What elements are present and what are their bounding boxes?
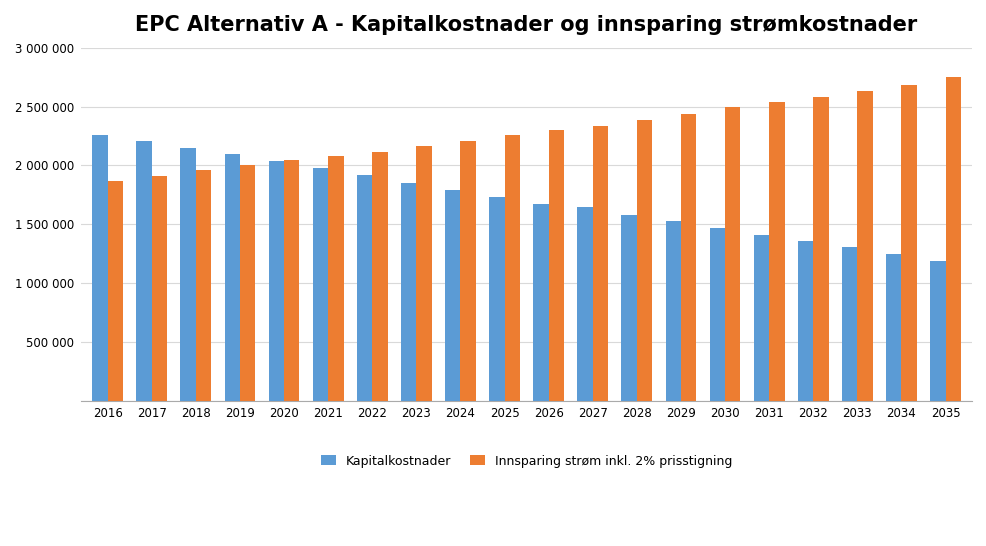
Bar: [841, 247, 857, 401]
Bar: [416, 146, 431, 401]
Legend: Kapitalkostnader, Innsparing strøm inkl. 2% prisstigning: Kapitalkostnader, Innsparing strøm inkl.…: [316, 449, 737, 473]
Bar: [753, 235, 768, 401]
Bar: [460, 141, 475, 401]
Bar: [107, 181, 123, 401]
Bar: [152, 176, 167, 401]
Bar: [797, 241, 812, 401]
Bar: [812, 97, 828, 401]
Bar: [636, 120, 652, 401]
Bar: [945, 78, 960, 401]
Bar: [400, 182, 416, 401]
Bar: [372, 152, 387, 401]
Bar: [532, 204, 548, 401]
Bar: [768, 103, 784, 401]
Bar: [929, 262, 945, 401]
Bar: [885, 254, 900, 401]
Bar: [240, 165, 255, 401]
Bar: [357, 175, 372, 401]
Bar: [548, 130, 564, 401]
Bar: [577, 207, 593, 401]
Bar: [725, 107, 740, 401]
Bar: [92, 135, 107, 401]
Bar: [284, 160, 299, 401]
Bar: [313, 168, 327, 401]
Bar: [709, 228, 725, 401]
Bar: [621, 215, 636, 401]
Bar: [268, 162, 284, 401]
Bar: [136, 141, 152, 401]
Bar: [665, 221, 680, 401]
Bar: [900, 85, 916, 401]
Bar: [224, 155, 240, 401]
Bar: [327, 156, 343, 401]
Bar: [504, 135, 520, 401]
Bar: [180, 148, 195, 401]
Bar: [195, 170, 211, 401]
Title: EPC Alternativ A - Kapitalkostnader og innsparing strømkostnader: EPC Alternativ A - Kapitalkostnader og i…: [135, 15, 917, 35]
Bar: [593, 126, 607, 401]
Bar: [857, 91, 872, 401]
Bar: [489, 197, 504, 401]
Bar: [680, 114, 696, 401]
Bar: [445, 190, 460, 401]
